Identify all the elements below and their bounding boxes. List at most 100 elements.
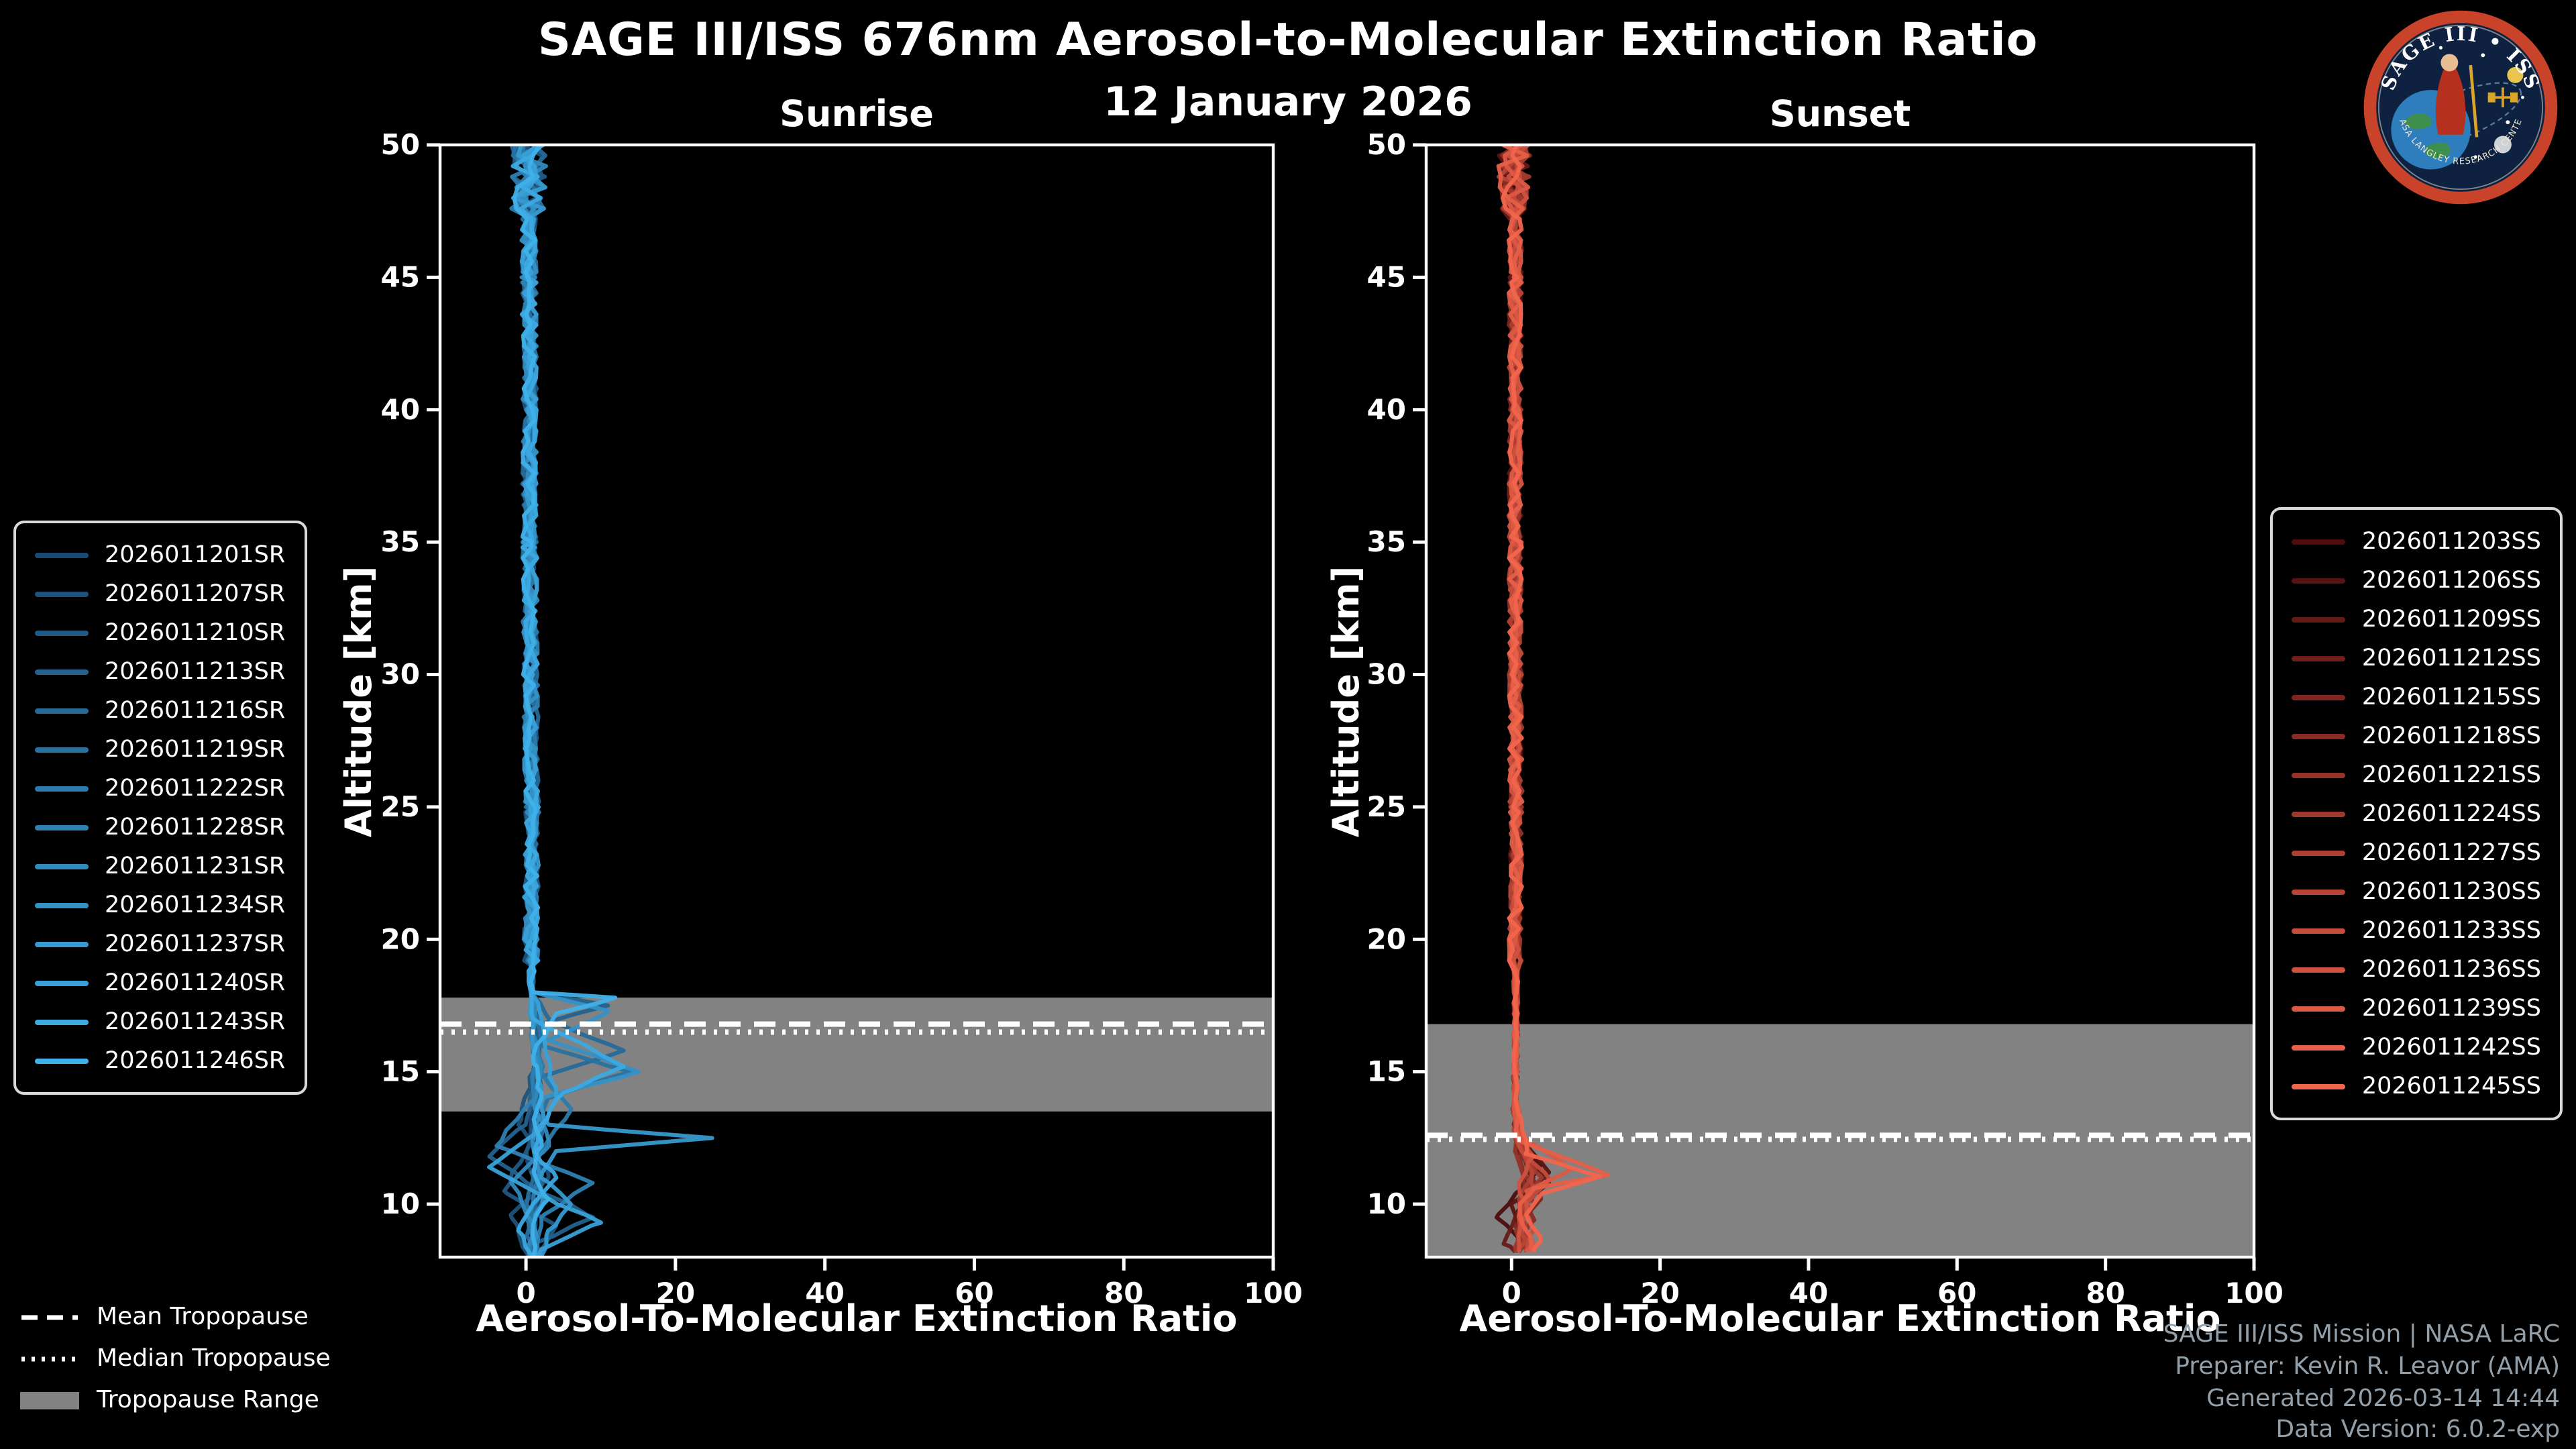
- legend-item: 2026011227SS: [2292, 833, 2541, 872]
- legend-line-sample: [2292, 616, 2346, 622]
- sun-icon: [2507, 66, 2524, 83]
- y-tick-label: 20: [381, 922, 420, 955]
- y-tick-label: 25: [1367, 790, 1406, 823]
- legend-line-sample: [35, 824, 89, 830]
- legend-item: 2026011206SS: [2292, 561, 2541, 600]
- legend-label: 2026011219SR: [105, 736, 286, 763]
- plot-frame: [1424, 143, 2256, 1259]
- legend-line-sample: [2292, 1006, 2346, 1011]
- legend-item: 2026011243SR: [35, 1002, 285, 1041]
- x-tick-label: 100: [2224, 1277, 2284, 1309]
- mean-tropopause-legend-item: Mean Tropopause: [19, 1296, 331, 1338]
- profile-line-2026011239SS: [1502, 145, 1572, 1254]
- legend-label: 2026011237SR: [105, 930, 286, 957]
- extinction-axis-label-sunset: Aerosol-To-Molecular Extinction Ratio: [1459, 1299, 2221, 1340]
- legend-item: 2026011233SS: [2292, 911, 2541, 950]
- x-tick-label: 60: [955, 1277, 994, 1309]
- x-tick-label: 0: [516, 1277, 535, 1309]
- y-tick-label: 25: [381, 790, 420, 823]
- y-tick-label: 40: [1367, 393, 1406, 426]
- legend-label: 2026011210SR: [105, 619, 286, 646]
- x-tick-label: 100: [1244, 1277, 1303, 1309]
- legend-item: 2026011213SR: [35, 652, 285, 691]
- credit-data-version: Data Version: 6.0.2-exp: [2275, 1415, 2560, 1444]
- legend-label: 2026011213SR: [105, 658, 286, 685]
- legend-label: 2026011222SR: [105, 775, 286, 802]
- legend-line-sample: [35, 669, 89, 674]
- legend-item: 2026011219SR: [35, 730, 285, 769]
- legend-item: 2026011236SS: [2292, 950, 2541, 989]
- credit-mission: SAGE III/ISS Mission | NASA LaRC: [2163, 1320, 2560, 1348]
- legend-item: 2026011239SS: [2292, 989, 2541, 1028]
- altitude-axis-label-sunset: Altitude [km]: [1326, 566, 1368, 838]
- legend-line-sample: [35, 591, 89, 596]
- mean-tropopause-label: Mean Tropopause: [97, 1303, 309, 1331]
- sunrise-legend: 2026011201SR 2026011207SR 2026011210SR 2026…: [13, 521, 307, 1095]
- credit-generated: Generated 2026-03-14 14:44: [2206, 1384, 2560, 1412]
- legend-item: 2026011224SS: [2292, 794, 2541, 833]
- credit-preparer: Preparer: Kevin R. Leavor (AMA): [2175, 1352, 2560, 1381]
- legend-label: 2026011242SS: [2361, 1034, 2541, 1061]
- y-tick-label: 45: [1367, 260, 1406, 293]
- y-tick-label: 30: [1367, 658, 1406, 691]
- y-tick-label: 20: [1367, 922, 1406, 955]
- legend-label: 2026011243SR: [105, 1008, 286, 1035]
- panel-title-sunrise: Sunrise: [780, 94, 934, 136]
- legend-label: 2026011216SR: [105, 697, 286, 724]
- legend-line-sample: [2292, 772, 2346, 777]
- page-date: 12 January 2026: [1104, 79, 1472, 126]
- legend-line-sample: [35, 1019, 89, 1024]
- legend-item: 2026011209SS: [2292, 600, 2541, 639]
- sage-iii-iss-logo: SAGE III • ISS NASA LANGLEY RESEARCH CEN…: [2361, 8, 2558, 205]
- legend-label: 2026011203SS: [2361, 528, 2541, 555]
- x-tick-label: 20: [656, 1277, 695, 1309]
- legend-line-sample: [35, 786, 89, 791]
- x-tick-label: 60: [1937, 1277, 1976, 1309]
- legend-line-sample: [2292, 539, 2346, 544]
- gray-band-sample: [20, 1391, 79, 1409]
- credits-block: SAGE III/ISS Mission | NASA LaRC Prepare…: [2163, 1319, 2560, 1446]
- tropopause-range-legend-item: Tropopause Range: [19, 1379, 331, 1421]
- legend-line-sample: [35, 630, 89, 635]
- median-tropopause-label: Median Tropopause: [97, 1344, 331, 1373]
- legend-line-sample: [2292, 811, 2346, 816]
- x-tick-label: 40: [1789, 1277, 1828, 1309]
- panel-title-sunset: Sunset: [1769, 94, 1911, 136]
- profile-line-2026011240SR: [487, 145, 603, 1257]
- dotted-line-sample: [21, 1356, 78, 1361]
- extinction-axis-label-sunrise: Aerosol-To-Molecular Extinction Ratio: [476, 1299, 1238, 1340]
- legend-label: 2026011201SR: [105, 541, 286, 568]
- iss-icon: [2487, 87, 2518, 107]
- y-tick-label: 10: [381, 1187, 420, 1220]
- legend-item: 2026011222SR: [35, 769, 285, 808]
- legend-item: 2026011210SR: [35, 613, 285, 652]
- legend-label: 2026011228SR: [105, 814, 286, 841]
- legend-label: 2026011206SS: [2361, 567, 2541, 594]
- legend-label: 2026011224SS: [2361, 800, 2541, 827]
- dashed-line-sample: [21, 1314, 78, 1320]
- x-tick-label: 80: [1104, 1277, 1143, 1309]
- legend-label: 2026011209SS: [2361, 606, 2541, 633]
- legend-line-sample: [35, 747, 89, 752]
- legend-line-sample: [2292, 733, 2346, 739]
- y-tick-label: 15: [1367, 1055, 1406, 1088]
- y-tick-label: 45: [381, 260, 420, 293]
- panel-sunset: 0 20 40 60 80 100 10 15 20 25 30 35 40 45 50: [1367, 128, 2284, 1309]
- tropopause-range-label: Tropopause Range: [97, 1386, 319, 1414]
- panel-sunrise: 0 20 40 60 80 100 10 15 20 25 30 35 40 45 50: [381, 128, 1303, 1309]
- legend-line-sample: [35, 552, 89, 557]
- x-tick-label: 40: [805, 1277, 844, 1309]
- legend-label: 2026011236SS: [2361, 956, 2541, 983]
- legend-item: 2026011218SS: [2292, 716, 2541, 755]
- legend-line-sample: [2292, 967, 2346, 972]
- legend-label: 2026011245SS: [2361, 1073, 2541, 1099]
- legend-item: 2026011245SS: [2292, 1067, 2541, 1106]
- legend-line-sample: [35, 941, 89, 947]
- y-tick-label: 30: [381, 658, 420, 691]
- staff-icon: [2469, 64, 2479, 138]
- legend-item: 2026011237SR: [35, 924, 285, 963]
- plot-frame: [438, 143, 1275, 1259]
- legend-item: 2026011231SR: [35, 847, 285, 885]
- legend-label: 2026011230SS: [2361, 878, 2541, 905]
- legend-line-sample: [35, 863, 89, 869]
